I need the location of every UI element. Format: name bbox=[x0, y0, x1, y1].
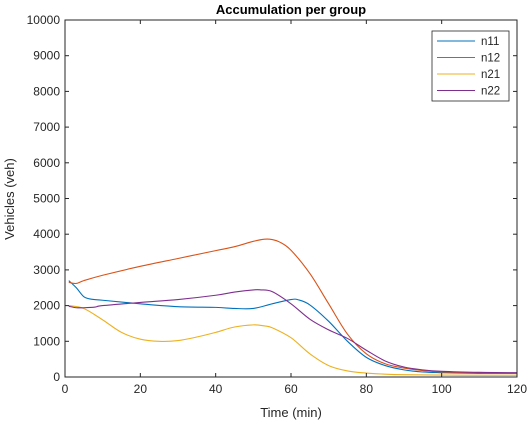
series-layer bbox=[68, 238, 518, 376]
series-line-n12 bbox=[68, 238, 518, 374]
x-axis-label: Time (min) bbox=[260, 405, 322, 420]
x-tick-label: 100 bbox=[432, 382, 452, 396]
y-tick-label: 10000 bbox=[27, 13, 61, 27]
legend-label: n22 bbox=[481, 86, 500, 98]
series-line-n21 bbox=[68, 305, 518, 376]
y-tick-label: 4000 bbox=[33, 227, 60, 241]
legend-label: n12 bbox=[481, 53, 500, 65]
y-tick-label: 8000 bbox=[33, 84, 60, 98]
legend-label: n11 bbox=[481, 36, 499, 48]
x-axis: 0 20 40 60 80 100 120 bbox=[62, 20, 527, 396]
series-line-n11 bbox=[68, 280, 518, 375]
y-tick-label: 2000 bbox=[33, 299, 60, 313]
y-tick-label: 5000 bbox=[33, 192, 60, 206]
x-tick-label: 120 bbox=[507, 382, 527, 396]
y-tick-label: 6000 bbox=[33, 156, 60, 170]
y-axis: 0 1000 2000 3000 4000 5000 6000 7000 8000 9000 100… bbox=[27, 13, 517, 384]
legend-label: n21 bbox=[481, 69, 500, 81]
y-tick-label: 7000 bbox=[33, 120, 60, 134]
x-tick-label: 40 bbox=[209, 382, 223, 396]
y-tick-label: 9000 bbox=[33, 49, 60, 63]
y-tick-label: 1000 bbox=[33, 334, 60, 348]
y-tick-label: 3000 bbox=[33, 263, 60, 277]
x-tick-label: 80 bbox=[360, 382, 374, 396]
y-axis-label: Vehicles (veh) bbox=[2, 158, 17, 240]
x-tick-label: 0 bbox=[62, 382, 69, 396]
x-tick-label: 20 bbox=[134, 382, 148, 396]
legend: n11 n12 n21 n22 bbox=[431, 30, 510, 102]
chart-title: Accumulation per group bbox=[216, 2, 366, 17]
x-tick-label: 60 bbox=[284, 382, 298, 396]
y-tick-label: 0 bbox=[53, 370, 60, 384]
series-line-n22 bbox=[68, 289, 518, 374]
legend-box bbox=[431, 30, 510, 102]
